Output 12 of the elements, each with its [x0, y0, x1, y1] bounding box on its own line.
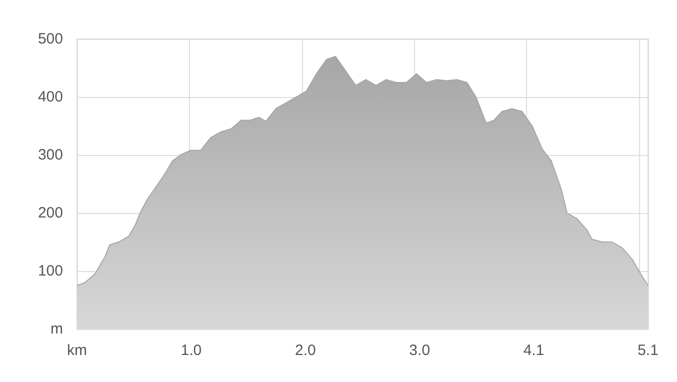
y-tick-label: 400: [38, 88, 63, 106]
y-tick-label: m: [50, 320, 63, 338]
x-tick-label: 2.0: [294, 342, 316, 359]
x-tick-label: 1.0: [180, 342, 202, 359]
y-tick-label: 500: [38, 30, 63, 48]
y-tick-label: 300: [38, 146, 63, 164]
x-tick-label: 4.1: [523, 342, 544, 359]
x-tick-label: km: [67, 342, 87, 359]
y-tick-label: 100: [38, 262, 63, 280]
x-tick-label: 3.0: [409, 342, 430, 359]
x-tick-label: 5.1: [638, 342, 658, 359]
y-tick-label: 200: [38, 204, 63, 222]
